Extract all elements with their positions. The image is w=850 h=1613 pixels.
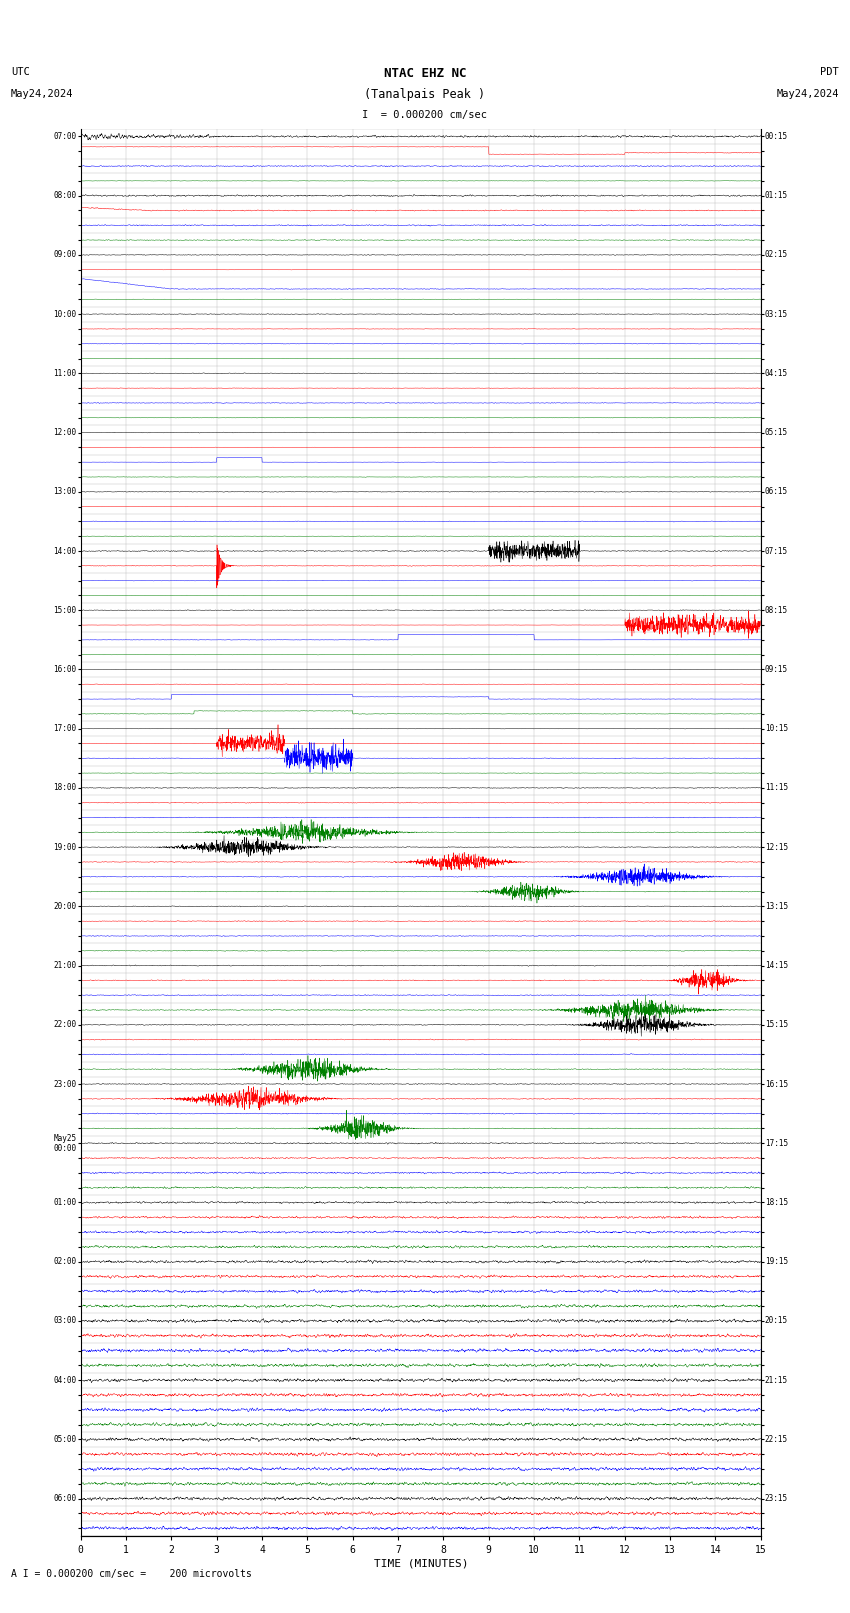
Text: May24,2024: May24,2024: [776, 89, 839, 100]
Text: NTAC EHZ NC: NTAC EHZ NC: [383, 66, 467, 81]
Text: A I = 0.000200 cm/sec =    200 microvolts: A I = 0.000200 cm/sec = 200 microvolts: [11, 1569, 252, 1579]
Text: I  = 0.000200 cm/sec: I = 0.000200 cm/sec: [362, 110, 488, 121]
X-axis label: TIME (MINUTES): TIME (MINUTES): [373, 1558, 468, 1569]
Text: (Tanalpais Peak ): (Tanalpais Peak ): [365, 87, 485, 102]
Text: May24,2024: May24,2024: [11, 89, 74, 100]
Text: PDT: PDT: [820, 66, 839, 77]
Text: UTC: UTC: [11, 66, 30, 77]
